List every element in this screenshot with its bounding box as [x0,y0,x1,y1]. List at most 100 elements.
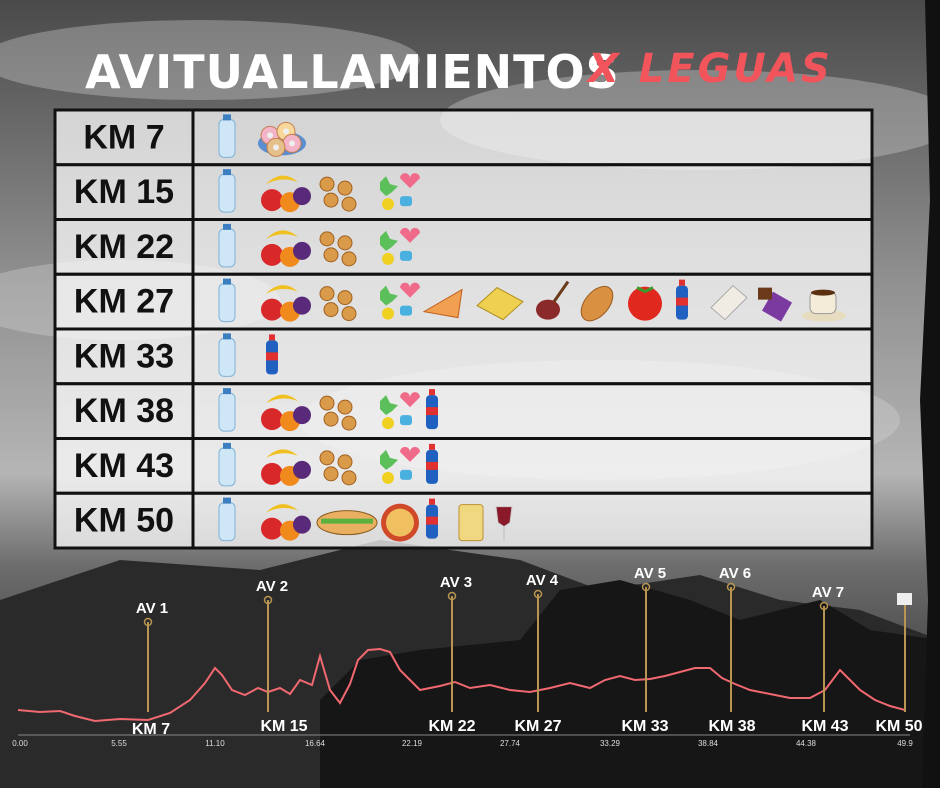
food-icon [319,231,357,267]
station-km: KM 38 [708,718,755,735]
icon-part [341,306,357,322]
icon-part [400,446,420,462]
icon-part [710,284,748,321]
icon-part [261,517,283,540]
table-row [53,327,874,386]
icon-part [293,241,311,260]
rocks [320,580,940,788]
table-row [53,382,874,440]
icon-part [426,516,438,525]
station-label: AV 1 [136,600,168,617]
food-icon [261,504,311,541]
icon-part [266,230,298,239]
food-icon [380,282,420,320]
station-km: KM 7 [132,721,170,738]
icon-part [552,280,570,303]
icon-part [266,175,298,185]
food-icon [380,173,420,211]
icon-part [319,286,335,302]
icon-part [341,251,357,267]
food-icon [316,510,378,536]
icon-part [536,299,560,320]
row-label: KM 43 [74,447,174,485]
food-icon [381,503,419,542]
food-icon [261,449,311,486]
food-icon [266,334,278,375]
station-label: AV 6 [719,565,751,582]
icon-part [319,450,335,466]
icon-part [266,285,298,294]
torn-edge [920,0,940,788]
icon-part [495,506,513,528]
icon-part [261,462,283,485]
food-icon [536,280,570,320]
station-marker [533,589,543,599]
food-icon [426,498,438,539]
station-label: AV 7 [812,584,844,601]
axis-label: 22.19 [402,739,423,748]
icon-part [382,252,394,265]
food-icon [261,175,311,213]
icon-part [266,394,298,404]
food-icon [758,287,793,322]
food-icon [261,394,311,432]
axis-label: 11.10 [205,739,225,748]
icon-part [386,508,414,537]
icon-part [293,460,311,479]
icon-part [293,187,311,206]
icon-part [380,176,398,197]
row-label: KM 33 [74,337,174,375]
icon-part [382,417,394,430]
food-icon [476,287,524,321]
icon-part [293,406,311,425]
icon-part [218,447,236,487]
icon-part [400,227,420,243]
axis-label: 16.64 [305,739,326,748]
food-icon [802,289,846,322]
axis-label: 5.55 [111,739,127,748]
icon-part [293,296,311,315]
food-icon [261,285,311,322]
food-icon [426,389,438,430]
axis-label: 44.38 [796,739,817,748]
icon-part [337,399,353,415]
icon-part [337,454,353,470]
icon-part [266,352,278,361]
icon-part [422,288,463,319]
food-icon [580,285,614,322]
finish-km: KM 50 [875,718,922,735]
icon-part [337,180,353,196]
station-marker [447,591,457,601]
elevation-profile: AV 1 KM 7 AV 2 KM 15 AV 3 KM 22 AV 4 KM 27 AV 5 K… [12,565,922,748]
icon-part [283,128,289,135]
food-icon [628,286,662,321]
icon-part [223,442,231,449]
icon-part [273,144,279,151]
axis-label: 38.84 [698,739,719,748]
station-marker [143,617,153,627]
table-row [53,163,874,221]
icon-part [476,287,524,321]
station-label: AV 5 [634,565,666,582]
axis-label: 33.29 [600,739,621,748]
icon-part [628,286,662,321]
food-icon [319,450,357,486]
subtitle: X LEGUAS [585,46,833,92]
icon-part [223,333,231,340]
station-km: KM 22 [428,718,475,735]
icon-part [223,223,231,230]
icon-part [319,395,335,411]
food-icon [710,284,748,321]
food-icon [218,333,236,377]
food-icon [319,286,357,322]
icon-part [400,305,412,316]
table-row [53,108,874,167]
finish-flag [897,593,912,605]
icon-part [218,173,236,213]
food-icon [495,506,513,541]
food-icon [218,497,236,542]
icon-part [679,279,685,286]
icon-part [382,198,394,211]
icon-part [323,411,339,427]
icon-part [261,298,283,321]
